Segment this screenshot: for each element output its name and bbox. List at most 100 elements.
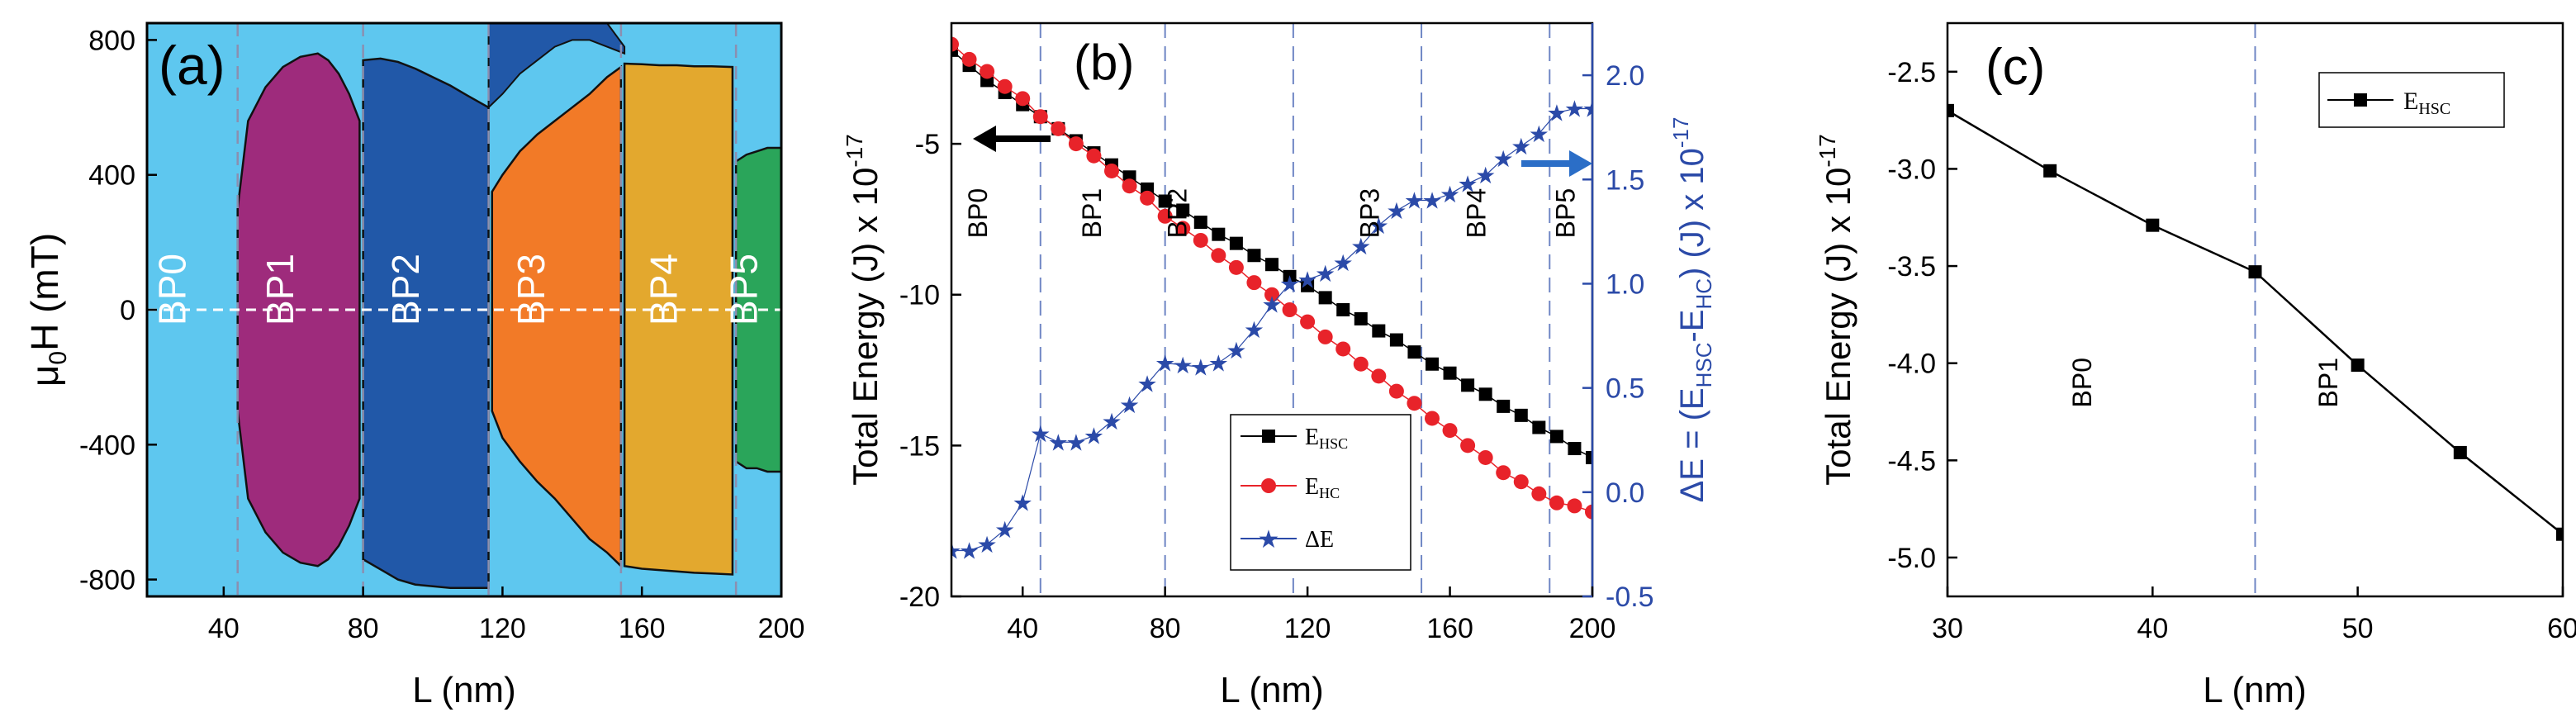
panel-c: 30 40 50 60-2.5-3.0-3.5-4.0-4.5-5.0 BP0 BP1 … [1815,21,2576,710]
point-delta: ★ [1279,271,1300,297]
x-tick-label: 60 [2547,613,2576,644]
region-label: BP4 [642,254,685,325]
region-label: BP3 [510,254,553,325]
y-tick-label: -3.0 [1887,154,1936,185]
point-hc [1371,368,1387,384]
point-delta: ★ [1386,198,1407,224]
point-hc [1460,438,1476,453]
point-hsc [1461,378,1475,392]
point-hsc [1549,430,1563,444]
point-hsc [1193,216,1207,230]
point-hc [951,36,959,52]
phase-label: BP0 [963,188,993,238]
phase-labels: BP0 BP1 [2067,358,2343,407]
point-hc [1300,314,1316,330]
point-hc [1015,91,1031,107]
x-axis-label: L (nm) [412,670,516,710]
point-delta: ★ [1350,234,1371,259]
point-hsc [2146,218,2160,232]
y-tick-label-left: -15 [899,430,940,462]
point-hc [1051,121,1066,136]
phase-label: BP5 [1550,188,1580,238]
point-hsc [1301,278,1315,292]
y-axis-label: μ0H (mT) [23,233,72,387]
legend-label: EHSC [2403,88,2450,118]
point-delta: ★ [1084,424,1104,449]
point-delta: ★ [1421,188,1442,214]
series-line-2 [951,107,1592,552]
legend: EHSC EHC ★ ΔE [1230,414,1411,571]
y-tick-label-right: 2.0 [1606,60,1644,92]
point-delta: ★ [959,538,980,563]
panel-label: (a) [159,35,225,96]
region-bp2-upper-strip [487,23,626,110]
arrow-right [1521,150,1592,177]
point-hsc [1478,387,1492,401]
x-tick-label: 80 [1150,613,1181,644]
point-hc [1513,474,1529,490]
point-hsc [1265,258,1279,272]
y-axis-label: Total Energy (J) x 10-17 [1815,134,1857,486]
point-delta: ★ [1261,292,1282,318]
legend-label: EHSC [1305,425,1348,452]
point-hc [1140,190,1155,206]
point-hsc [1158,194,1172,208]
phase-label: BP1 [1077,188,1107,238]
point-hc [1317,329,1333,344]
point-hc [1567,498,1582,514]
point-delta: ★ [1475,163,1496,188]
point-hsc [1176,203,1190,217]
x-tick-label: 50 [2342,613,2374,644]
point-hc [997,78,1013,94]
point-hc [1353,356,1369,372]
legend-entry-hc: EHC [1241,474,1340,501]
point-delta: ★ [1440,182,1460,207]
x-tick-label: 40 [208,613,240,644]
point-delta: ★ [1582,96,1602,121]
point-hc [1122,178,1137,194]
point-hc [1086,148,1102,164]
x-axis-label: L (nm) [2203,670,2307,710]
point-hc [1211,248,1226,264]
legend: EHSC [2318,72,2505,128]
point-delta: ★ [994,517,1015,543]
point-delta: ★ [1511,134,1531,159]
x-tick-label: 30 [1932,613,1963,644]
region-labels: BP0 BP1 BP2 BP3 BP4 BP5 [150,254,765,325]
y-tick-label: -2.5 [1887,57,1936,88]
x-tick-label: 40 [1007,613,1038,644]
point-hc [1264,287,1279,302]
point-delta: ★ [977,532,998,558]
point-hsc [1443,366,1457,380]
point-delta: ★ [941,538,961,563]
point-delta: ★ [1173,353,1193,378]
point-delta: ★ [1155,350,1175,376]
point-hsc [1497,399,1511,413]
point-hsc [1212,227,1226,241]
y-tick-label-right: 0.0 [1606,477,1644,509]
y-tick-label-right: 0.5 [1606,373,1644,405]
y-tick-label-left: -5 [915,129,940,160]
region-label: BP2 [384,254,427,325]
y-tick-label: 800 [88,25,135,56]
point-hsc [1426,357,1439,371]
point-delta: ★ [1564,96,1585,121]
phase-label: BP0 [2067,358,2097,407]
series-line-0 [951,50,1592,458]
point-hsc [2351,358,2365,373]
point-hsc [1372,324,1386,338]
phase-labels: BP0 BP1 BP2 BP3 BP4 BP5 [963,188,1580,238]
svg-text:★: ★ [1258,526,1280,553]
point-hsc [1514,408,1528,422]
point-hc [1407,396,1422,411]
point-delta: ★ [1065,430,1086,455]
axis-ticks: 40 80 120 160 200 -5 -10 -15 -20 2.0 1.5 1.0 0.5 0.0 -… [899,60,1654,644]
point-hc [1068,136,1084,152]
y-tick-label: -4.0 [1887,349,1936,380]
x-tick-label: 160 [1426,613,1473,644]
point-hc [1032,109,1048,125]
panel-label: (b) [1074,35,1134,90]
point-hsc [1586,450,1592,464]
point-delta: ★ [1137,372,1158,397]
panel-label: (c) [1985,39,2045,96]
